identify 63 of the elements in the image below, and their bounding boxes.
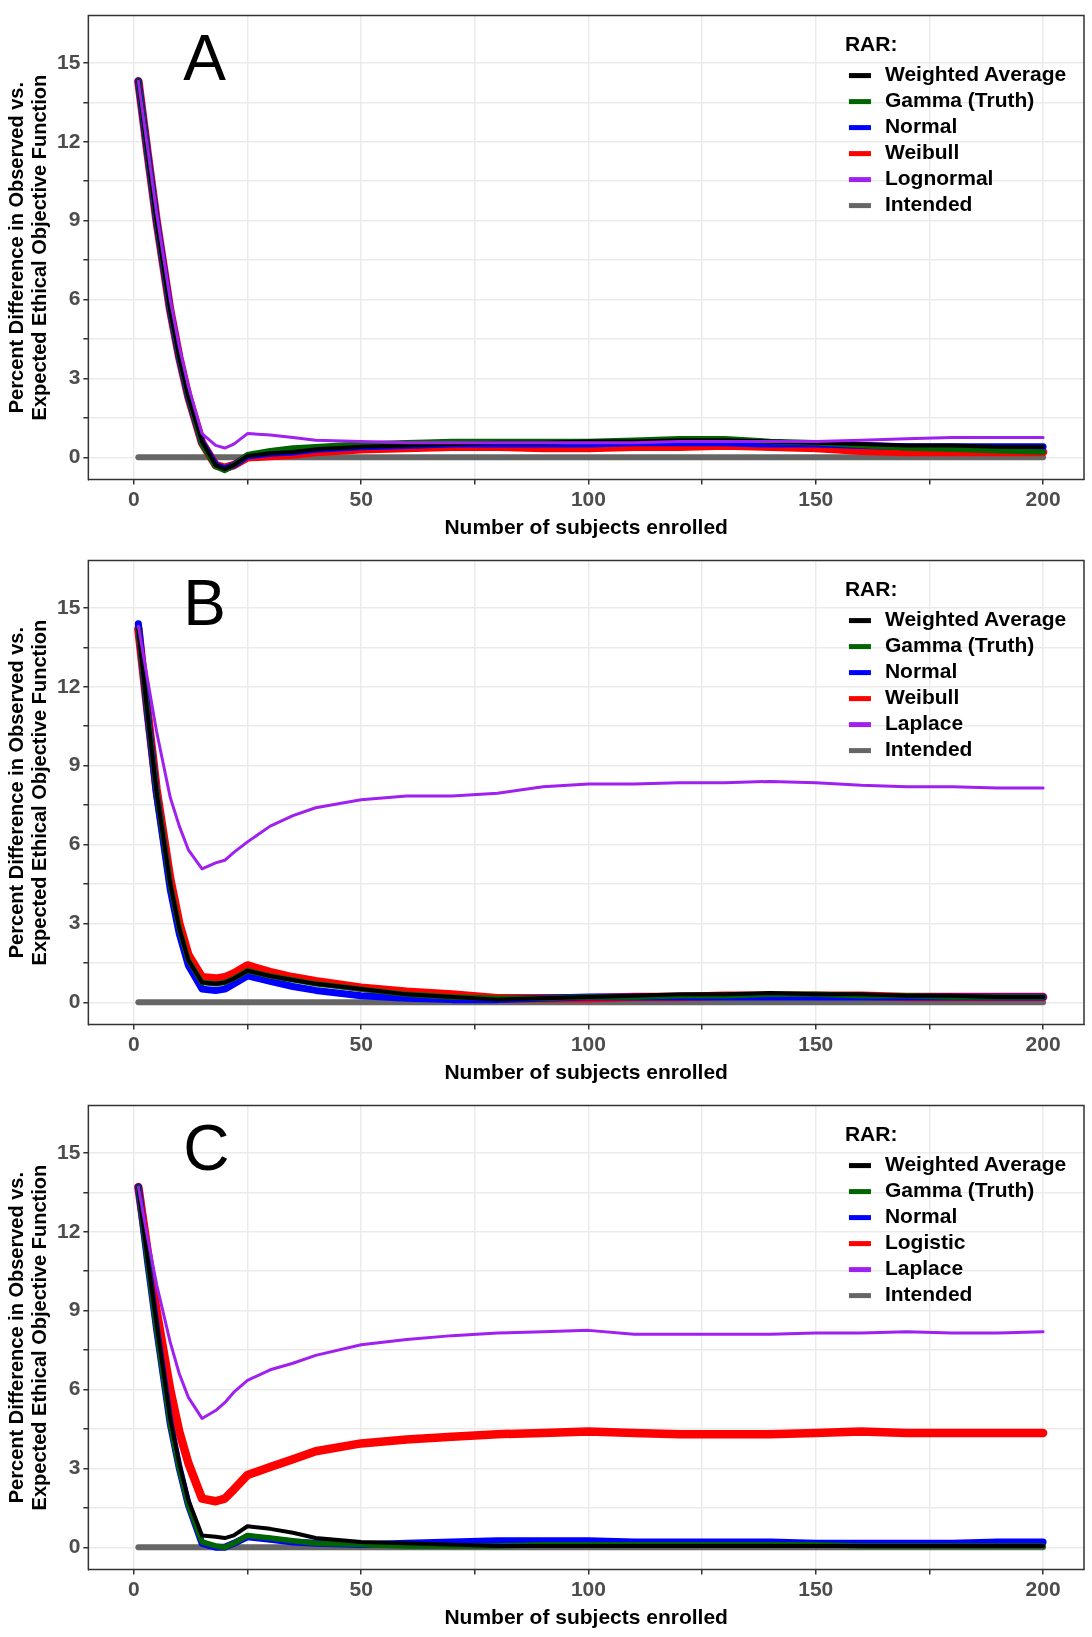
y-tick-label: 0	[68, 1534, 81, 1558]
x-tick-label: 150	[798, 487, 834, 510]
x-tick-label: 200	[1025, 1577, 1061, 1600]
x-tick-label: 200	[1025, 1032, 1061, 1055]
y-tick-label: 9	[68, 1297, 81, 1321]
legend-label: Normal	[884, 1204, 958, 1228]
y-tick-label: 0	[68, 989, 81, 1013]
x-axis-title: Number of subjects enrolled	[444, 1060, 728, 1084]
y-axis-title: Percent Difference in Observed vs. Expected Ethical Objective Function	[5, 619, 51, 966]
y-tick-label: 6	[68, 831, 81, 855]
legend-label: Weighted Average	[884, 1152, 1067, 1176]
x-tick-label: 150	[798, 1032, 834, 1055]
y-tick-label: 9	[68, 207, 81, 231]
y-tick-label: 3	[68, 1455, 81, 1479]
legend-label: Weibull	[884, 685, 960, 709]
legend-label: Laplace	[884, 1256, 964, 1280]
y-tick-label: 12	[57, 128, 81, 152]
x-tick-label: 0	[127, 1032, 140, 1055]
legend-label: Laplace	[884, 711, 964, 735]
x-tick-label: 50	[349, 487, 373, 510]
annotation: A	[183, 22, 227, 95]
y-tick-label: 15	[57, 1139, 81, 1163]
legend-title: RAR:	[844, 32, 898, 56]
legend-label: Logistic	[884, 1230, 966, 1254]
x-tick-label: 50	[349, 1577, 373, 1600]
y-axis-title: Percent Difference in Observed vs. Expected Ethical Objective Function	[5, 1164, 51, 1511]
y-tick-label: 12	[57, 673, 81, 697]
legend-label: Gamma (Truth)	[884, 633, 1035, 657]
y-axis-title: Percent Difference in Observed vs. Expected Ethical Objective Function	[5, 74, 51, 421]
x-axis-title: Number of subjects enrolled	[444, 515, 728, 539]
x-tick-label: 0	[127, 487, 140, 510]
x-tick-label: 50	[349, 1032, 373, 1055]
x-tick-label: 150	[798, 1577, 834, 1600]
legend-label: Lognormal	[884, 166, 994, 190]
y-tick-label: 15	[57, 49, 81, 73]
y-tick-label: 3	[68, 910, 81, 934]
legend-title: RAR:	[844, 1122, 898, 1146]
y-tick-label: 3	[68, 365, 81, 389]
legend-label: Gamma (Truth)	[884, 88, 1035, 112]
y-tick-label: 6	[68, 1376, 81, 1400]
legend-label: Intended	[884, 737, 973, 761]
x-tick-label: 100	[570, 1032, 606, 1055]
y-tick-label: 6	[68, 286, 81, 310]
legend-label: Weighted Average	[884, 607, 1067, 631]
legend-title: RAR:	[844, 577, 898, 601]
annotation: B	[183, 567, 227, 640]
x-tick-label: 100	[570, 1577, 606, 1600]
x-tick-label: 200	[1025, 487, 1061, 510]
y-tick-label: 12	[57, 1218, 81, 1242]
legend-label: Intended	[884, 192, 973, 216]
legend-label: Weibull	[884, 140, 960, 164]
y-tick-label: 9	[68, 752, 81, 776]
x-tick-label: 0	[127, 1577, 140, 1600]
legend-label: Gamma (Truth)	[884, 1178, 1035, 1202]
x-axis-title: Number of subjects enrolled	[444, 1605, 728, 1629]
legend-label: Intended	[884, 1282, 973, 1306]
y-tick-label: 15	[57, 594, 81, 618]
y-tick-label: 0	[68, 444, 81, 468]
legend-label: Normal	[884, 114, 958, 138]
annotation: C	[183, 1112, 230, 1185]
x-tick-label: 100	[570, 487, 606, 510]
legend-label: Weighted Average	[884, 62, 1067, 86]
legend-label: Normal	[884, 659, 958, 683]
